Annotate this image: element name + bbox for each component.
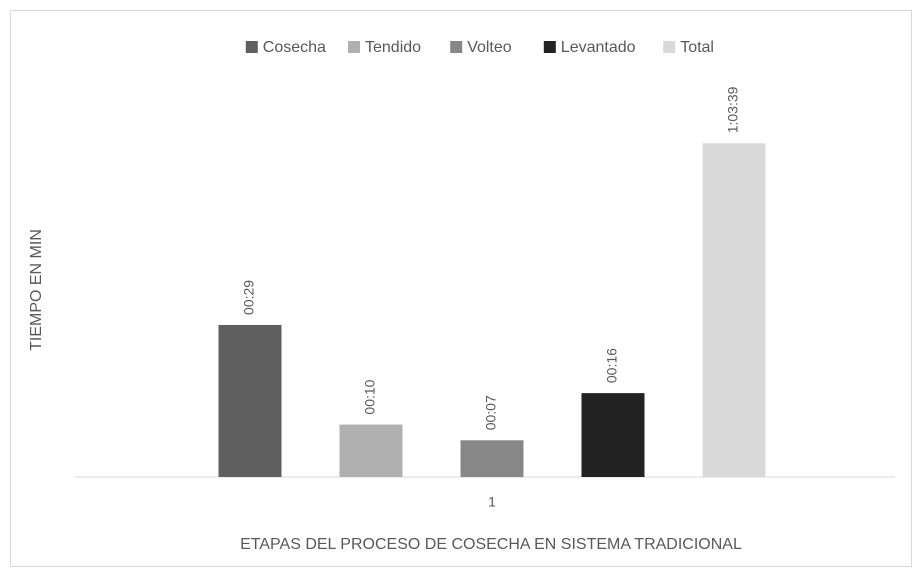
legend-label: Volteo <box>467 39 512 56</box>
legend-swatch <box>348 41 360 53</box>
chart-border <box>10 10 912 567</box>
legend-label: Total <box>680 39 714 56</box>
data-label: 00:07 <box>483 395 499 430</box>
x-axis-title: ETAPAS DEL PROCESO DE COSECHA EN SISTEMA… <box>240 536 742 553</box>
data-label: 00:10 <box>362 379 378 414</box>
legend-swatch <box>245 41 258 53</box>
bar <box>702 143 766 477</box>
bar <box>460 440 524 477</box>
bar <box>581 393 645 477</box>
data-label: 1:03:39 <box>725 86 741 133</box>
legend-label: Cosecha <box>263 39 326 56</box>
data-label: 00:16 <box>604 348 620 383</box>
legend-swatch <box>663 41 676 53</box>
x-tick-label: 1 <box>488 494 496 510</box>
legend-label: Levantado <box>561 39 636 56</box>
bar <box>218 324 282 477</box>
y-axis-title: TIEMPO EN MIN <box>28 229 45 351</box>
legend-swatch <box>450 41 463 53</box>
legend-swatch <box>543 41 556 53</box>
data-label: 00:29 <box>241 280 257 315</box>
legend-label: Tendido <box>365 39 421 56</box>
bar <box>339 424 403 477</box>
